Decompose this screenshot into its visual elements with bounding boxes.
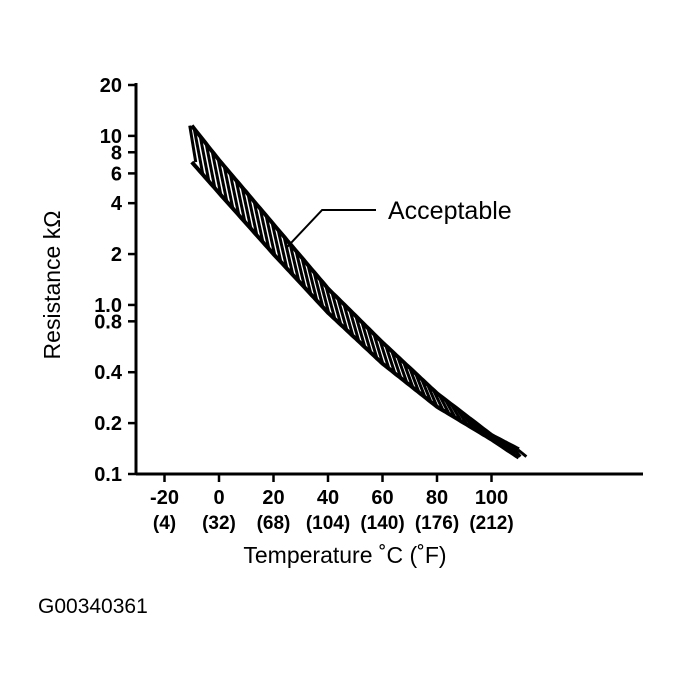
band-hatch [228, 174, 241, 215]
figure-id-label: G00340361 [38, 595, 148, 618]
x-tick-label: 0 [213, 487, 224, 509]
band-hatch [384, 346, 396, 373]
band-hatch [312, 273, 325, 307]
band-hatch [276, 230, 289, 268]
x-tick-label: 20 [262, 487, 284, 509]
band-hatch [204, 144, 217, 188]
x-tick-sublabel: (104) [306, 513, 350, 534]
y-tick-label: 0.8 [94, 311, 122, 333]
y-tick-label: 4 [111, 193, 123, 215]
band-hatch [222, 167, 235, 208]
y-tick-label: 10 [100, 126, 122, 148]
band-hatch [336, 299, 348, 330]
band-hatch [324, 287, 336, 319]
band-hatch [282, 237, 295, 274]
x-tick-label: 80 [426, 487, 448, 509]
band-hatch [378, 340, 390, 368]
x-tick-sublabel: (32) [202, 513, 236, 534]
band-hatch [318, 280, 330, 313]
x-tick-sublabel: (212) [469, 513, 513, 534]
band-hatch [420, 380, 432, 402]
x-axis-title: Temperature ˚C (˚F) [243, 542, 446, 568]
band-hatch [252, 202, 265, 242]
band-hatch [193, 129, 205, 174]
band-hatch [234, 181, 247, 221]
band-hatch [246, 195, 259, 235]
band-hatch [198, 137, 211, 181]
band-hatch [414, 374, 426, 397]
band-hatch [270, 223, 283, 262]
band-hatch [240, 188, 253, 228]
y-tick-label: 2 [111, 244, 122, 266]
band-hatch [438, 396, 450, 414]
band-hatch [258, 209, 271, 248]
band-hatch [372, 334, 384, 364]
y-tick-label: 0.1 [94, 464, 122, 486]
band-hatch [426, 385, 438, 406]
annotation: Acceptable [286, 197, 512, 248]
y-tick-label: 0.4 [94, 362, 123, 384]
x-tick-sublabel: (176) [415, 513, 459, 534]
band-hatch [210, 152, 223, 195]
band-hatch [348, 311, 360, 341]
band-hatch [408, 368, 420, 392]
x-tick-label: 60 [371, 487, 393, 509]
band-hatch [517, 448, 528, 458]
x-tick-label: -20 [150, 487, 179, 509]
x-tick-sublabel: (140) [360, 513, 404, 534]
band-hatch [330, 293, 342, 324]
x-tick-sublabel: (68) [257, 513, 291, 534]
band-hatch [402, 363, 414, 387]
axes [134, 83, 643, 476]
band-hatch [396, 357, 408, 383]
band-upper-boundary [190, 124, 520, 452]
band-hatch [342, 305, 354, 335]
y-tick-label: 0.2 [94, 413, 122, 435]
band-lower-boundary [190, 160, 520, 460]
y-tick-label: 8 [111, 142, 122, 164]
annotation-leader-line [286, 209, 376, 248]
band-hatch [264, 216, 277, 255]
band-hatch [294, 251, 307, 287]
band-hatch [390, 352, 402, 378]
band-hatch [216, 160, 229, 201]
x-tick-sublabel: (4) [153, 513, 176, 534]
band-hatch [300, 258, 313, 294]
band-hatch [366, 329, 378, 358]
band-hatch [360, 323, 372, 352]
y-axis-title: Resistance kΩ [39, 211, 65, 360]
x-axis-ticks: -20 (4) 0 (32) 20 (68) 40 (104) 60 (140) 80 (176) 10… [150, 474, 514, 534]
y-tick-label: 6 [111, 163, 122, 185]
band-hatch [288, 244, 301, 281]
x-tick-label: 100 [475, 487, 508, 509]
annotation-label: Acceptable [388, 197, 512, 225]
acceptable-band [188, 124, 528, 460]
y-tick-label: 20 [100, 75, 122, 97]
band-hatch [354, 317, 366, 347]
x-tick-label: 40 [317, 487, 339, 509]
band-hatch [306, 266, 319, 300]
y-tick-label: 1.0 [94, 295, 122, 317]
band-start-cap [188, 125, 198, 163]
